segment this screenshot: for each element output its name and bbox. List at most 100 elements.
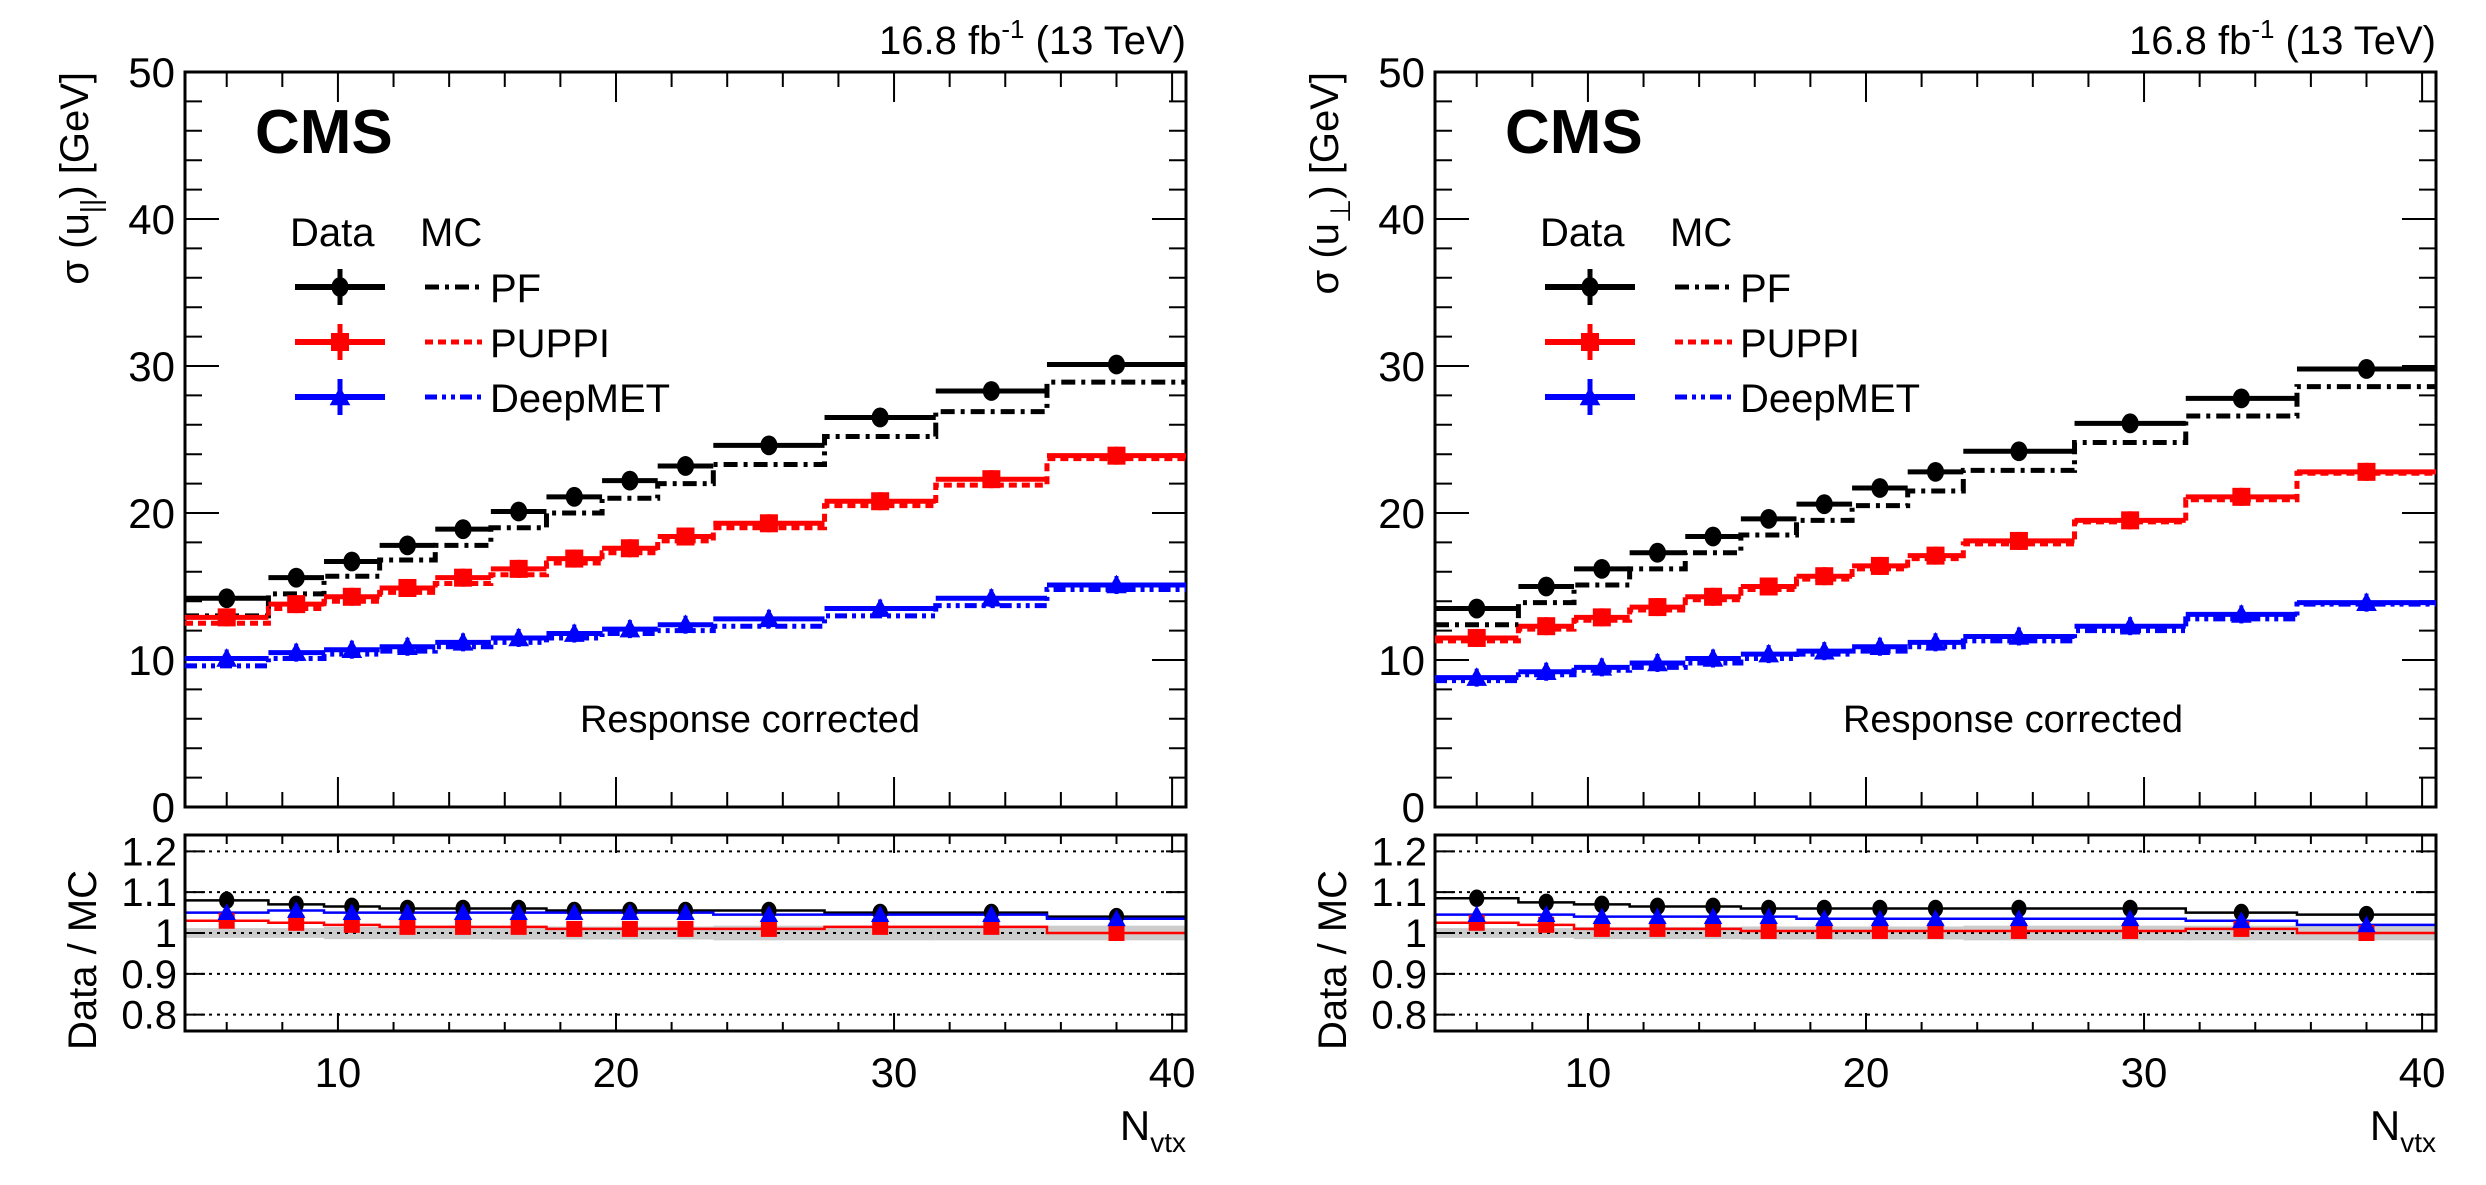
ratio-marker-pf [1469, 889, 1485, 908]
marker [2357, 359, 2376, 379]
y-axis-title: σ (u⊥) [GeV] [1303, 72, 1356, 294]
data-point-deepmet [1796, 640, 1853, 661]
data-point-deepmet [1435, 667, 1519, 687]
data-point-pf [2185, 388, 2297, 409]
marker [2232, 487, 2251, 506]
data-point-pf [1518, 576, 1575, 597]
ratio-marker-deepmet [2232, 911, 2251, 929]
ratio-marker-deepmet [1815, 909, 1834, 927]
x-tick-label: 40 [2399, 1049, 2446, 1096]
marker [2008, 626, 2030, 645]
ratio-marker-pf [1649, 897, 1666, 916]
ratio-marker-deepmet [2009, 909, 2029, 927]
ratio-marker-puppi [566, 920, 583, 937]
data-point-deepmet [1518, 661, 1575, 681]
ratio-y-tick-label: 1.1 [121, 871, 177, 915]
ratio-marker-deepmet [1592, 907, 1612, 925]
data-point-puppi [1518, 617, 1575, 636]
ratio-marker-deepmet [398, 903, 417, 920]
marker [1815, 494, 1833, 515]
y-tick-label: 10 [128, 637, 175, 684]
data-point-puppi [1629, 598, 1686, 617]
x-axis-title: Nvtx [1120, 1102, 1186, 1158]
marker [1871, 478, 1889, 498]
data-point-pf [185, 588, 269, 609]
marker [871, 407, 889, 428]
mc-histogram-deepmet [1435, 601, 2436, 684]
ratio-marker-deepmet [1537, 905, 1556, 922]
ratio-marker-pf [1594, 895, 1610, 914]
ratio-marker-puppi [983, 918, 1000, 935]
mc-uncertainty-band [1518, 928, 1575, 938]
data-point-pf [2296, 359, 2436, 379]
legend-marker [1581, 277, 1599, 297]
ratio-marker-pf [1927, 899, 1944, 918]
mc-histogram-pf [185, 379, 1186, 619]
marker [1926, 461, 1945, 482]
lumi-label: 16.8 fb-1 (13 TeV) [2129, 14, 2436, 63]
ratio-marker-deepmet [870, 905, 890, 922]
marker [1468, 598, 1486, 619]
ratio-marker-pf [1872, 899, 1888, 918]
mc-uncertainty-band [324, 926, 380, 940]
ratio-marker-pf [2122, 899, 2138, 918]
mc-uncertainty-band [268, 928, 325, 938]
ratio-marker-deepmet [453, 903, 473, 920]
x-axis-title: Nvtx [2370, 1102, 2436, 1158]
marker [510, 501, 528, 522]
marker [1759, 577, 1778, 596]
marker [1760, 508, 1778, 529]
ratio-marker-puppi [677, 920, 694, 937]
data-point-puppi [1796, 567, 1853, 586]
x-tick-label: 30 [2121, 1049, 2168, 1096]
ratio-line-puppi [185, 919, 1186, 935]
main-plot: 0 10 20 30 40 50 [1378, 49, 2438, 831]
marker [1107, 446, 1126, 465]
ratio-y-tick-label: 0.9 [1371, 953, 1427, 997]
y-tick-label: 0 [152, 784, 175, 831]
ratio-y-tick-label: 1 [1405, 912, 1427, 956]
lumi-label: 16.8 fb-1 (13 TeV) [879, 14, 1186, 63]
legend-header-mc: MC [420, 211, 482, 255]
data-point-pf [1046, 354, 1186, 375]
legend-marker [329, 386, 351, 406]
y-tick-label: 40 [1378, 196, 1425, 243]
panel-parallel: 16.8 fb-1 (13 TeV) CMS σ (u||) [GeV] Dat… [53, 14, 1195, 1158]
marker [676, 456, 695, 476]
marker [218, 588, 236, 609]
ratio-plot-frame [1433, 833, 2438, 1033]
ratio-marker-puppi [343, 916, 360, 933]
data-point-puppi [1852, 556, 1908, 575]
data-point-pf [1796, 494, 1853, 515]
ratio-marker-deepmet [342, 903, 362, 920]
ratio-line-puppi [1435, 921, 2436, 935]
mc-histogram-pf [1435, 384, 2436, 628]
ratio-marker-deepmet [1870, 909, 1890, 927]
ratio-marker-puppi [760, 920, 777, 937]
data-point-puppi [1740, 577, 1797, 596]
ratio-marker-puppi [2010, 922, 2027, 939]
marker [2121, 511, 2140, 530]
marker [1926, 546, 1945, 565]
data-point-deepmet [546, 623, 603, 643]
marker [1648, 598, 1667, 617]
ratio-marker-puppi [455, 918, 472, 935]
data-point-pf [602, 470, 658, 491]
ratio-line-pf [185, 899, 1186, 918]
legend-header-data: Data [1540, 211, 1625, 255]
data-point-puppi [602, 539, 658, 558]
ratio-marker-deepmet [1926, 909, 1945, 927]
marker [1106, 574, 1127, 594]
legend-label: PUPPI [490, 322, 610, 366]
data-point-puppi [935, 470, 1047, 489]
ratio-marker-puppi [1108, 925, 1125, 941]
data-point-puppi [1963, 531, 2075, 550]
ratio-y-tick-label: 1.2 [1371, 830, 1427, 874]
legend-entry-pf: PF [1545, 267, 1791, 311]
y-tick-label: 20 [128, 490, 175, 537]
marker [981, 587, 1002, 607]
marker [2232, 388, 2250, 409]
marker [1107, 354, 1126, 375]
panel-perpendicular: 16.8 fb-1 (13 TeV) CMS σ (u⊥) [GeV] Data… [1303, 14, 2445, 1158]
